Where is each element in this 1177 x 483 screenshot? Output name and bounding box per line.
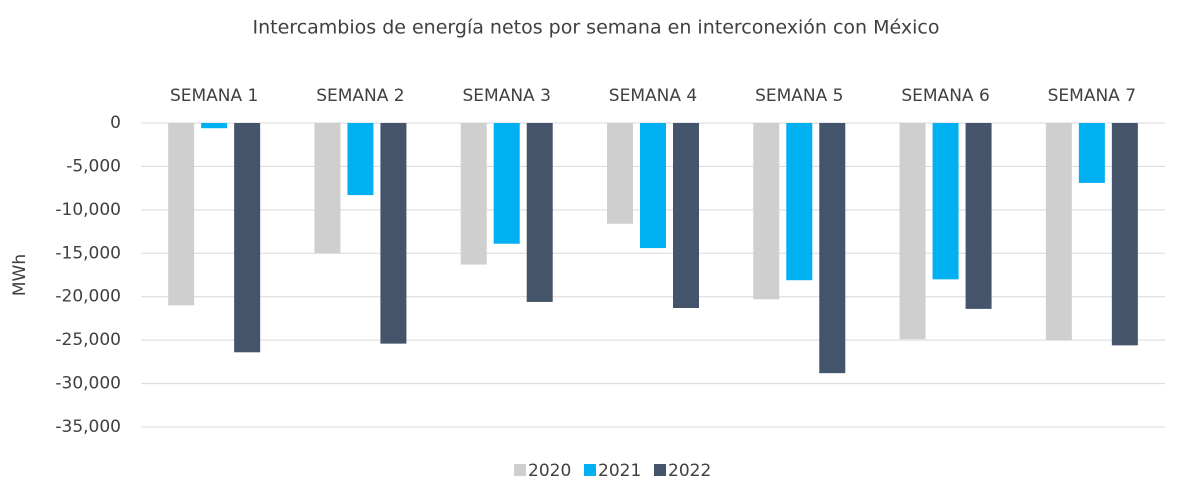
legend-label: 2020: [528, 461, 571, 481]
bar: [380, 123, 407, 344]
legend-swatch: [654, 464, 666, 476]
bar: [460, 123, 487, 265]
bar: [493, 123, 520, 244]
legend-swatch: [514, 464, 526, 476]
bar: [819, 123, 846, 374]
bar: [234, 123, 261, 353]
bar: [1045, 123, 1072, 341]
bar: [168, 123, 195, 306]
bar: [314, 123, 341, 254]
bar: [607, 123, 633, 224]
y-tick-label: -35,000: [55, 417, 121, 437]
bar: [932, 123, 959, 280]
bar: [1111, 123, 1138, 346]
bar: [640, 123, 666, 249]
y-tick-label: -30,000: [55, 374, 121, 394]
category-label: SEMANA 6: [901, 86, 989, 106]
category-label: SEMANA 2: [316, 86, 404, 106]
y-axis-label: MWh: [10, 254, 30, 296]
legend-swatch: [584, 464, 596, 476]
category-label: SEMANA 3: [463, 86, 551, 106]
bar: [526, 123, 553, 302]
y-tick-label: -20,000: [55, 287, 121, 307]
category-label: SEMANA 1: [170, 86, 258, 106]
bar: [201, 123, 228, 129]
bar: [786, 123, 813, 281]
bar: [753, 123, 780, 300]
y-tick-label: -15,000: [55, 243, 121, 263]
chart-title: Intercambios de energía netos por semana…: [253, 17, 940, 39]
bar: [899, 123, 926, 340]
category-label: SEMANA 7: [1048, 86, 1136, 106]
y-tick-label: -5,000: [66, 156, 121, 176]
y-tick-label: 0: [110, 113, 121, 133]
bar: [965, 123, 992, 309]
y-tick-label: -25,000: [55, 330, 121, 350]
legend-label: 2021: [598, 461, 641, 481]
legend-label: 2022: [668, 461, 711, 481]
bar: [347, 123, 374, 196]
category-label: SEMANA 5: [755, 86, 843, 106]
category-label: SEMANA 4: [609, 86, 697, 106]
y-tick-label: -10,000: [55, 200, 121, 220]
bar: [1078, 123, 1105, 183]
bar: [673, 123, 699, 309]
